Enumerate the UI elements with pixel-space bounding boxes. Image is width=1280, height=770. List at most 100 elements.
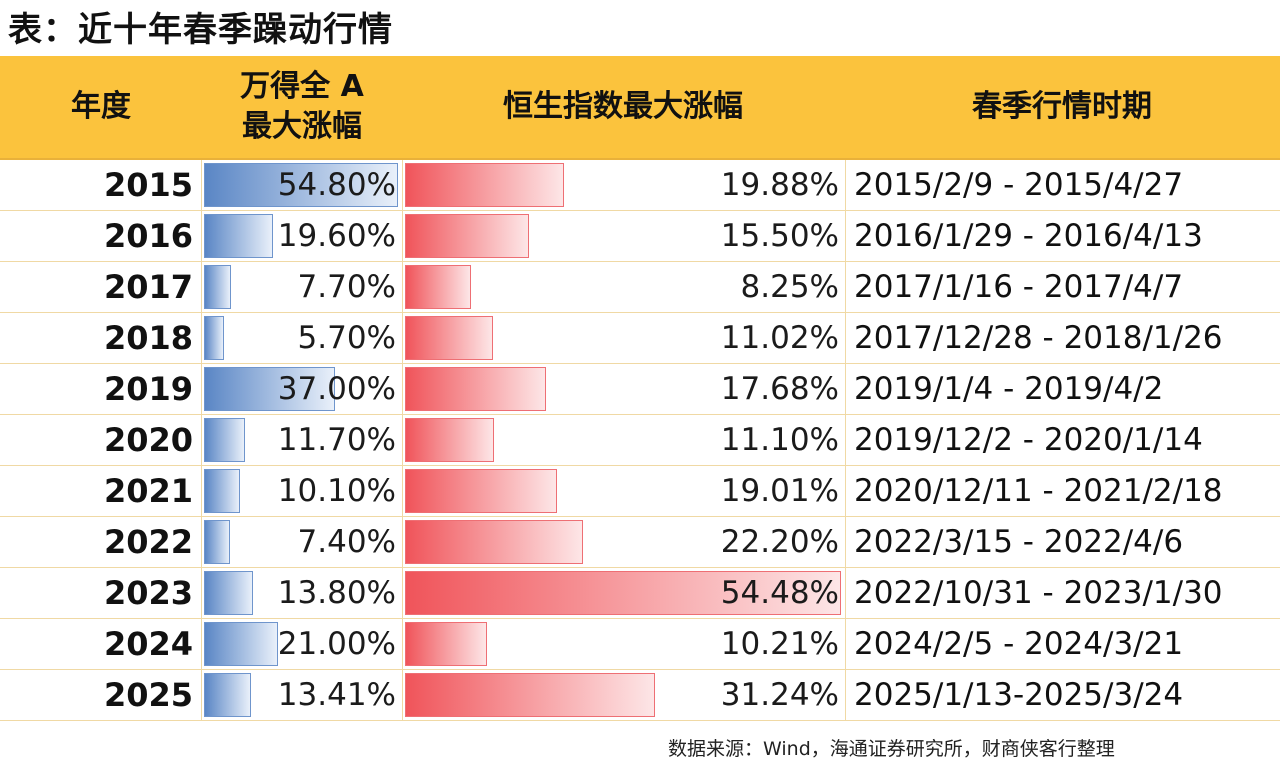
a-share-databar	[204, 265, 231, 309]
a-share-cell: 10.10%	[202, 466, 403, 516]
header-a-share-line1: 万得全 A	[240, 69, 364, 104]
a-share-value: 13.80%	[277, 575, 396, 611]
header-period: 春季行情时期	[972, 89, 1152, 124]
hsi-value: 19.88%	[720, 167, 839, 203]
hsi-cell: 11.10%	[403, 415, 846, 465]
hsi-cell: 11.02%	[403, 313, 846, 363]
a-share-value: 13.41%	[277, 677, 396, 713]
table-row: 2023 13.80% 54.48% 2022/10/31 - 2023/1/30	[0, 568, 1280, 619]
hsi-databar	[405, 214, 529, 258]
hsi-cell: 19.88%	[403, 160, 846, 210]
hsi-value: 15.50%	[720, 218, 839, 254]
a-share-databar	[204, 622, 278, 666]
period-cell: 2015/2/9 - 2015/4/27	[854, 167, 1184, 203]
table-title: 表：近十年春季躁动行情	[8, 10, 393, 50]
a-share-databar	[204, 520, 230, 564]
table-row: 2019 37.00% 17.68% 2019/1/4 - 2019/4/2	[0, 364, 1280, 415]
hsi-cell: 8.25%	[403, 262, 846, 312]
hsi-databar	[405, 673, 655, 717]
a-share-databar	[204, 316, 224, 360]
table-body: 2015 54.80% 19.88% 2015/2/9 - 2015/4/27 2016…	[0, 160, 1280, 721]
hsi-databar	[405, 367, 546, 411]
header-year: 年度	[71, 89, 131, 124]
a-share-databar	[204, 418, 245, 462]
header-a-share-line2: 最大涨幅	[241, 109, 362, 144]
hsi-databar	[405, 571, 841, 615]
year-cell: 2019	[0, 364, 202, 414]
hsi-value: 31.24%	[720, 677, 839, 713]
table-row: 2018 5.70% 11.02% 2017/12/28 - 2018/1/26	[0, 313, 1280, 364]
a-share-cell: 54.80%	[202, 160, 403, 210]
period-cell: 2017/1/16 - 2017/4/7	[854, 269, 1184, 305]
table-row: 2022 7.40% 22.20% 2022/3/15 - 2022/4/6	[0, 517, 1280, 568]
year-cell: 2022	[0, 517, 202, 567]
year-cell: 2020	[0, 415, 202, 465]
header-a-share: 万得全 A 最大涨幅	[202, 56, 402, 158]
hsi-cell: 15.50%	[403, 211, 846, 261]
a-share-value: 37.00%	[277, 371, 396, 407]
hsi-databar	[405, 622, 487, 666]
source-note: 数据来源：Wind，海通证券研究所，财商侠客行整理	[668, 738, 1115, 760]
a-share-value: 10.10%	[277, 473, 396, 509]
table-row: 2020 11.70% 11.10% 2019/12/2 - 2020/1/14	[0, 415, 1280, 466]
period-cell: 2020/12/11 - 2021/2/18	[854, 473, 1223, 509]
period-cell: 2022/10/31 - 2023/1/30	[854, 575, 1223, 611]
a-share-cell: 13.41%	[202, 670, 403, 720]
hsi-databar	[405, 163, 564, 207]
a-share-databar	[204, 214, 273, 258]
a-share-databar	[204, 673, 251, 717]
header-hsi: 恒生指数最大涨幅	[503, 89, 743, 124]
hsi-databar	[405, 520, 583, 564]
period-cell: 2022/3/15 - 2022/4/6	[854, 524, 1184, 560]
a-share-cell: 21.00%	[202, 619, 403, 669]
hsi-cell: 31.24%	[403, 670, 846, 720]
a-share-value: 54.80%	[277, 167, 396, 203]
a-share-value: 11.70%	[277, 422, 396, 458]
year-cell: 2015	[0, 160, 202, 210]
spring-rally-table: 年度 万得全 A 最大涨幅 恒生指数最大涨幅 春季行情时期 2015 54.80%…	[0, 56, 1280, 721]
hsi-databar	[405, 418, 494, 462]
period-cell: 2025/1/13-2025/3/24	[854, 677, 1184, 713]
a-share-databar	[204, 367, 335, 411]
hsi-cell: 22.20%	[403, 517, 846, 567]
table-row: 2021 10.10% 19.01% 2020/12/11 - 2021/2/18	[0, 466, 1280, 517]
year-cell: 2024	[0, 619, 202, 669]
hsi-cell: 19.01%	[403, 466, 846, 516]
hsi-cell: 17.68%	[403, 364, 846, 414]
a-share-cell: 7.40%	[202, 517, 403, 567]
period-cell: 2024/2/5 - 2024/3/21	[854, 626, 1184, 662]
hsi-value: 19.01%	[720, 473, 839, 509]
a-share-databar	[204, 163, 398, 207]
year-cell: 2016	[0, 211, 202, 261]
a-share-cell: 5.70%	[202, 313, 403, 363]
hsi-databar	[405, 265, 471, 309]
hsi-cell: 54.48%	[403, 568, 846, 618]
hsi-value: 11.02%	[720, 320, 839, 356]
a-share-value: 21.00%	[277, 626, 396, 662]
hsi-value: 10.21%	[720, 626, 839, 662]
a-share-value: 19.60%	[277, 218, 396, 254]
a-share-cell: 7.70%	[202, 262, 403, 312]
table-row: 2016 19.60% 15.50% 2016/1/29 - 2016/4/13	[0, 211, 1280, 262]
a-share-value: 5.70%	[297, 320, 396, 356]
a-share-cell: 37.00%	[202, 364, 403, 414]
a-share-cell: 19.60%	[202, 211, 403, 261]
year-cell: 2025	[0, 670, 202, 720]
year-cell: 2023	[0, 568, 202, 618]
period-cell: 2017/12/28 - 2018/1/26	[854, 320, 1223, 356]
a-share-databar	[204, 469, 240, 513]
hsi-value: 8.25%	[740, 269, 839, 305]
table-row: 2017 7.70% 8.25% 2017/1/16 - 2017/4/7	[0, 262, 1280, 313]
hsi-databar	[405, 316, 493, 360]
a-share-databar	[204, 571, 253, 615]
hsi-value: 22.20%	[720, 524, 839, 560]
hsi-value: 11.10%	[720, 422, 839, 458]
year-cell: 2021	[0, 466, 202, 516]
table-header: 年度 万得全 A 最大涨幅 恒生指数最大涨幅 春季行情时期	[0, 56, 1280, 160]
year-cell: 2018	[0, 313, 202, 363]
a-share-value: 7.40%	[297, 524, 396, 560]
table-row: 2015 54.80% 19.88% 2015/2/9 - 2015/4/27	[0, 160, 1280, 211]
year-cell: 2017	[0, 262, 202, 312]
period-cell: 2016/1/29 - 2016/4/13	[854, 218, 1203, 254]
a-share-cell: 11.70%	[202, 415, 403, 465]
